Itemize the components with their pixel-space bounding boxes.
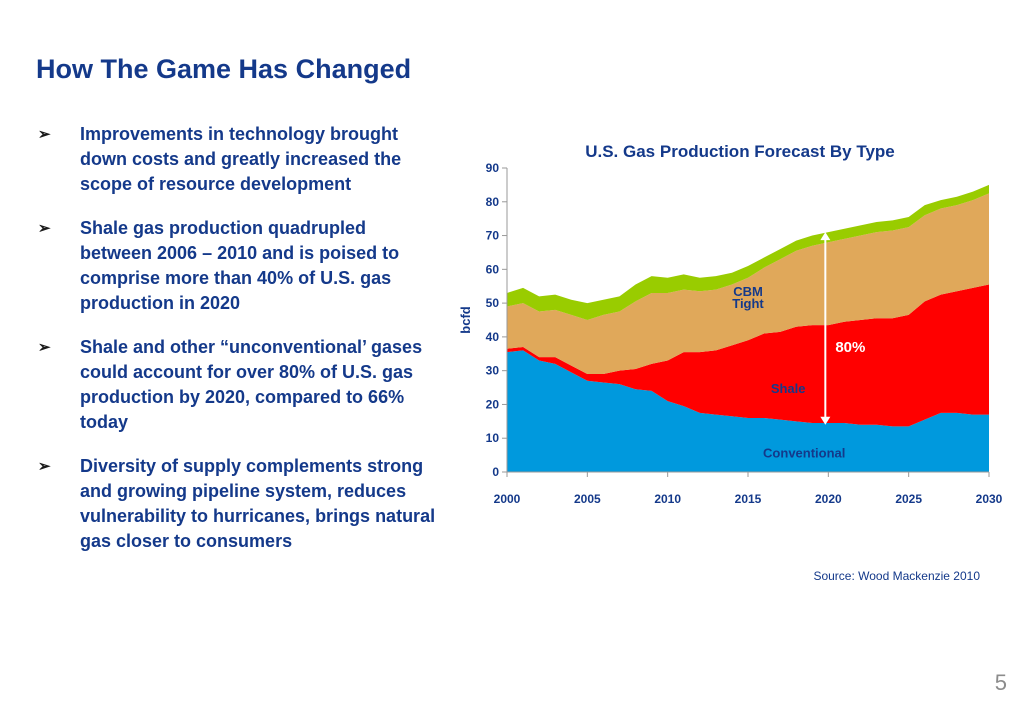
bullet-item: ➢ Shale and other “unconventional’ gases … xyxy=(38,335,438,435)
chart-title: U.S. Gas Production Forecast By Type xyxy=(585,142,895,161)
arrow-bullet-icon: ➢ xyxy=(38,126,51,143)
page-number: 5 xyxy=(994,670,1007,695)
bullet-text: Shale gas production quadrupled between … xyxy=(80,218,400,313)
bullet-item: ➢ Shale gas production quadrupled between… xyxy=(38,216,438,316)
x-tick-label: 2025 xyxy=(895,492,922,506)
y-axis-label: bcfd xyxy=(458,306,473,334)
y-tick-label: 10 xyxy=(486,431,500,445)
series-area-cbm xyxy=(507,184,989,320)
slide-title: How The Game Has Changed xyxy=(36,54,412,84)
x-tick-label: 2005 xyxy=(574,492,601,506)
series-label-cbm: CBM xyxy=(733,284,763,299)
x-tick-label: 2010 xyxy=(654,492,681,506)
series-label-conventional: Conventional xyxy=(763,445,845,460)
y-tick-label: 30 xyxy=(486,364,500,378)
bullet-text: Diversity of supply complements strong a… xyxy=(80,456,436,551)
x-tick-label: 2000 xyxy=(494,492,521,506)
bullet-item: ➢ Diversity of supply complements strong … xyxy=(38,454,438,554)
y-tick-label: 80 xyxy=(486,195,500,209)
x-tick-label: 2020 xyxy=(815,492,842,506)
arrow-bullet-icon: ➢ xyxy=(38,220,51,237)
arrow-bullet-icon: ➢ xyxy=(38,339,51,356)
annotation-arrow-head-down xyxy=(820,416,831,425)
x-tick-label: 2015 xyxy=(735,492,762,506)
bullet-list: ➢ Improvements in technology brought down… xyxy=(38,122,438,573)
y-tick-label: 50 xyxy=(486,296,500,310)
y-tick-label: 60 xyxy=(486,262,500,276)
x-tick-label: 2030 xyxy=(976,492,1003,506)
y-tick-label: 70 xyxy=(486,229,500,243)
series-label-shale: Shale xyxy=(771,381,806,396)
bullet-text: Improvements in technology brought down … xyxy=(80,124,402,194)
source-note: Source: Wood Mackenzie 2010 xyxy=(813,569,980,583)
series-area-shale xyxy=(507,284,989,427)
y-tick-label: 40 xyxy=(486,330,500,344)
arrow-bullet-icon: ➢ xyxy=(38,458,51,475)
y-tick-label: 20 xyxy=(486,397,500,411)
bullet-item: ➢ Improvements in technology brought down… xyxy=(38,122,438,197)
series-area-tight xyxy=(507,193,989,375)
y-tick-label: 90 xyxy=(486,161,500,175)
annotation-label: 80% xyxy=(835,339,865,356)
series-label-tight: Tight xyxy=(732,296,764,311)
series-area-conventional xyxy=(507,350,989,472)
bullet-text: Shale and other “unconventional’ gases c… xyxy=(80,337,423,432)
y-tick-label: 0 xyxy=(492,465,499,479)
annotation-arrow-head-up xyxy=(820,232,831,241)
